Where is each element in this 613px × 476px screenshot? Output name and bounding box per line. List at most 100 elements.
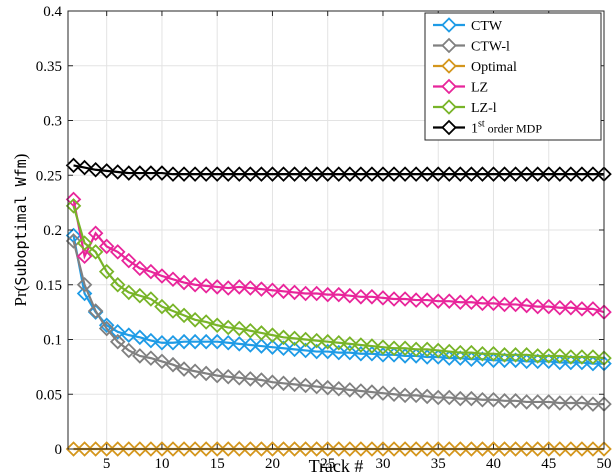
data-point-1st-order-mdp xyxy=(485,166,502,182)
data-point-ctw xyxy=(386,347,402,363)
series-line-lz-l xyxy=(72,205,605,360)
data-point-ctw-l xyxy=(452,390,469,407)
y-axis-title-suffix: ) xyxy=(11,154,30,160)
data-point-ctw-l xyxy=(518,394,535,410)
data-point-lz xyxy=(319,286,336,303)
data-point-lz-l xyxy=(165,303,181,319)
data-point-optimal xyxy=(408,441,424,457)
data-point-ctw xyxy=(154,335,170,351)
data-point-ctw-l xyxy=(121,342,137,359)
data-point-lz xyxy=(397,291,413,307)
legend-item-1st-order-mdp: 1st order MDP xyxy=(433,119,542,137)
data-point-lz xyxy=(198,278,214,294)
data-point-1st-order-mdp xyxy=(109,164,126,180)
data-point-optimal xyxy=(154,441,170,457)
y-tick-label: 0.1 xyxy=(43,333,62,349)
series-line-1st-order-mdp xyxy=(73,164,604,176)
series-lz-l xyxy=(65,198,612,366)
y-tick-label: 0.4 xyxy=(43,4,62,20)
data-point-1st-order-mdp xyxy=(143,165,159,181)
data-point-1st-order-mdp xyxy=(397,166,413,182)
data-point-optimal xyxy=(253,441,270,457)
data-point-1st-order-mdp xyxy=(231,166,248,182)
data-point-ctw-l xyxy=(552,395,568,411)
data-point-ctw xyxy=(585,355,601,372)
legend-label-base: 1 xyxy=(471,122,478,137)
data-point-1st-order-mdp xyxy=(496,166,513,182)
data-point-lz xyxy=(286,284,303,301)
data-point-1st-order-mdp xyxy=(308,166,325,182)
legend-item-optimal: Optimal xyxy=(433,58,517,75)
series-lz xyxy=(65,191,612,320)
data-point-ctw xyxy=(419,349,435,365)
data-point-lz-l xyxy=(242,322,259,339)
data-point-lz-l xyxy=(121,284,137,301)
y-tick-label: 0.2 xyxy=(43,223,62,239)
data-point-ctw-l xyxy=(65,233,82,249)
data-point-lz xyxy=(574,301,590,317)
data-point-lz xyxy=(353,289,369,305)
data-point-lz-l xyxy=(187,312,203,328)
data-point-ctw xyxy=(518,353,535,370)
data-point-ctw-l xyxy=(507,393,524,409)
x-tick-label: 40 xyxy=(486,456,501,472)
data-point-lz xyxy=(187,276,203,293)
legend-label: LZ xyxy=(471,81,488,96)
data-point-optimal xyxy=(430,441,446,457)
data-point-optimal xyxy=(132,441,148,457)
x-tick-label: 10 xyxy=(154,456,169,472)
data-point-lz xyxy=(76,248,93,265)
data-point-ctw-l xyxy=(563,395,579,411)
data-point-lz xyxy=(253,281,270,297)
data-point-1st-order-mdp xyxy=(474,166,491,182)
x-tick-label: 30 xyxy=(375,456,390,472)
data-point-lz xyxy=(65,191,82,208)
data-point-lz xyxy=(552,299,568,316)
x-tick-label: 20 xyxy=(265,456,280,472)
data-point-lz-l xyxy=(209,317,225,334)
data-point-ctw-l xyxy=(187,363,203,380)
data-point-optimal xyxy=(98,441,115,457)
data-point-optimal xyxy=(308,441,325,457)
data-point-optimal xyxy=(563,441,579,457)
data-point-ctw-l xyxy=(76,276,93,293)
series-layer xyxy=(65,157,612,457)
data-point-lz-l xyxy=(518,347,535,363)
data-point-1st-order-mdp xyxy=(529,166,546,182)
data-point-ctw xyxy=(330,344,347,361)
data-point-lz-l xyxy=(286,330,303,347)
data-point-ctw-l xyxy=(441,389,458,406)
data-point-1st-order-mdp xyxy=(187,166,203,182)
legend-label: CTW xyxy=(471,19,503,34)
data-point-1st-order-mdp xyxy=(286,166,303,182)
data-point-lz xyxy=(529,298,546,315)
data-point-lz-l xyxy=(98,263,115,280)
series-line-ctw-l xyxy=(72,240,604,406)
data-point-ctw xyxy=(364,345,380,362)
data-point-lz xyxy=(452,294,469,311)
data-point-lz xyxy=(132,260,148,277)
data-point-1st-order-mdp xyxy=(441,166,458,182)
data-point-ctw-l xyxy=(540,394,557,410)
data-point-ctw-l xyxy=(154,353,170,370)
data-point-optimal xyxy=(496,441,513,457)
data-point-ctw-l xyxy=(353,383,369,399)
data-point-ctw xyxy=(176,333,192,350)
data-point-ctw-l xyxy=(585,396,601,412)
data-point-1st-order-mdp xyxy=(419,166,435,182)
x-tick-label: 35 xyxy=(431,456,446,472)
data-point-lz xyxy=(231,279,248,295)
data-point-ctw xyxy=(76,285,93,302)
data-point-ctw xyxy=(353,345,369,362)
data-point-ctw-l xyxy=(209,367,225,384)
data-point-optimal xyxy=(76,441,93,457)
data-point-lz-l xyxy=(419,341,435,358)
data-point-ctw-l xyxy=(386,386,402,403)
data-point-lz-l xyxy=(198,314,214,330)
data-point-1st-order-mdp xyxy=(386,166,402,182)
data-point-ctw xyxy=(463,351,480,367)
data-point-1st-order-mdp xyxy=(220,166,237,182)
data-point-optimal xyxy=(109,441,126,457)
data-point-lz-l xyxy=(87,244,104,260)
data-point-ctw xyxy=(143,332,159,349)
